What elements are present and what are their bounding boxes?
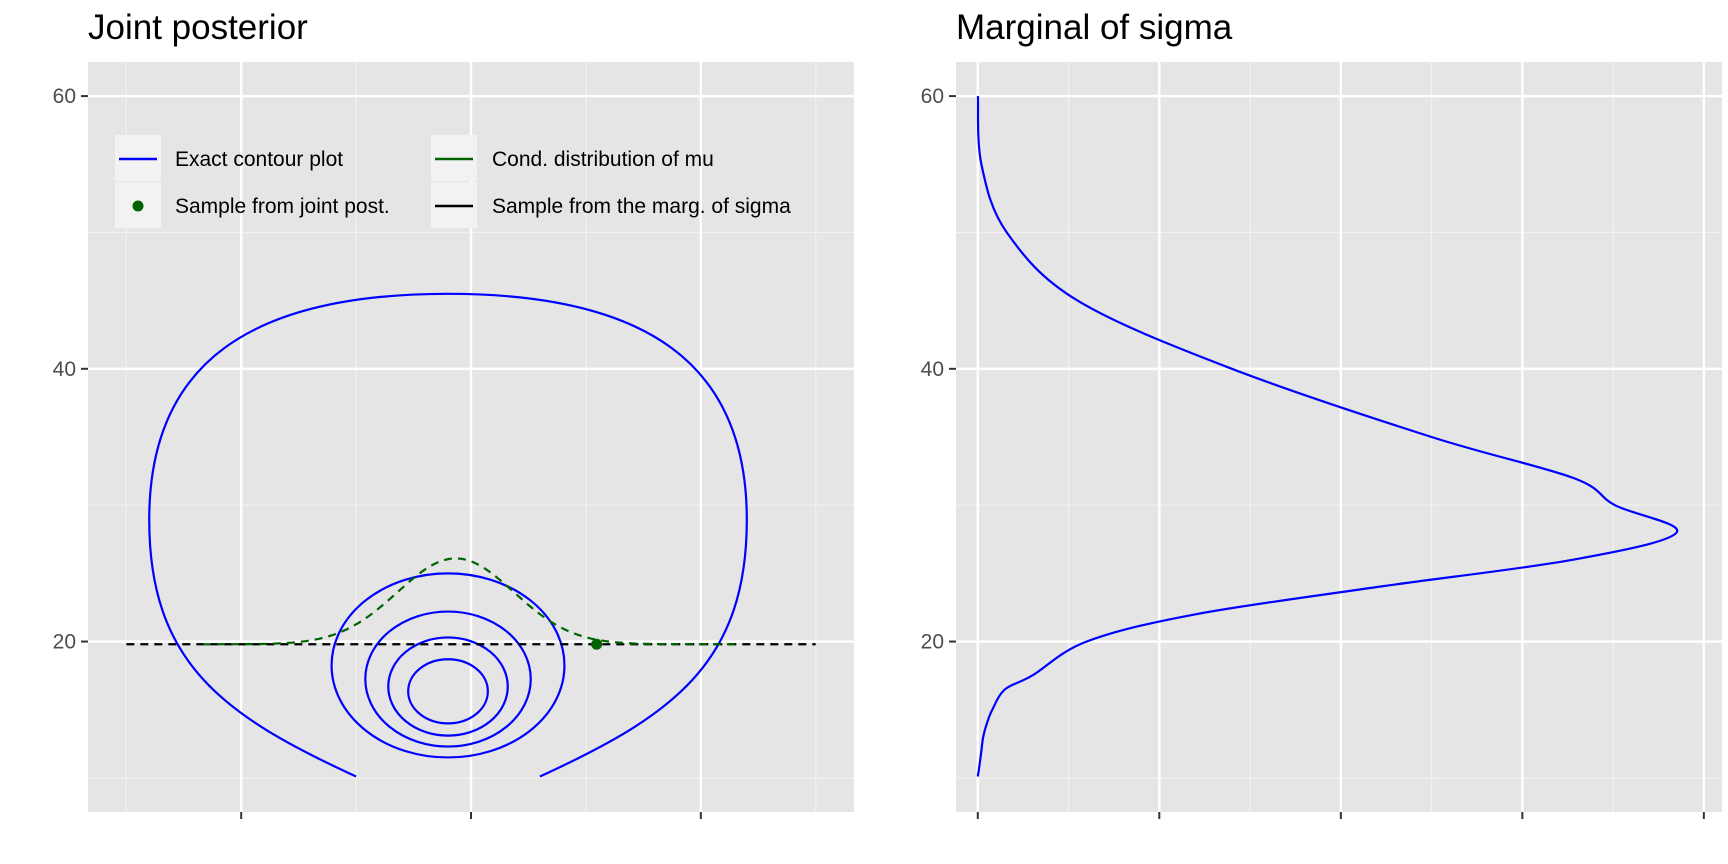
axes-joint: 20 40 60 bbox=[53, 85, 702, 819]
marks-joint bbox=[126, 292, 816, 778]
legend-label: Sample from the marg. of sigma bbox=[492, 195, 791, 218]
legend-joint: Exact contour plot Sample from joint post… bbox=[115, 135, 791, 228]
marks-marginal bbox=[976, 96, 1679, 777]
legend-key-point bbox=[132, 200, 144, 212]
joint-posterior-panel: Joint posterior 20 40 60 Exact contour plo… bbox=[53, 8, 854, 819]
axes-marginal: 20 40 60 bbox=[921, 85, 1705, 819]
joint-sample-point bbox=[591, 638, 603, 650]
conditional-density-curve bbox=[202, 557, 740, 646]
y-tick-label: 60 bbox=[921, 85, 944, 108]
y-tick-label: 20 bbox=[921, 631, 944, 654]
marginal-density-curve bbox=[976, 96, 1679, 777]
contour-line bbox=[407, 658, 489, 725]
contour-line bbox=[364, 610, 532, 748]
contour-line bbox=[387, 636, 509, 737]
grid-marginal bbox=[956, 62, 1722, 812]
y-tick-label: 40 bbox=[921, 358, 944, 381]
contour-line-outer bbox=[148, 292, 748, 778]
chart-title-joint: Joint posterior bbox=[88, 8, 308, 47]
chart-title-marginal: Marginal of sigma bbox=[956, 8, 1233, 47]
y-tick-label: 20 bbox=[53, 631, 76, 654]
plot-panel-marginal bbox=[956, 62, 1722, 812]
legend-label: Exact contour plot bbox=[175, 148, 343, 171]
legend-label: Sample from joint post. bbox=[175, 195, 390, 218]
marginal-sigma-panel: Marginal of sigma 20 40 60 bbox=[921, 8, 1722, 819]
legend-label: Cond. distribution of mu bbox=[492, 148, 714, 171]
contour-line bbox=[330, 572, 566, 759]
y-tick-label: 40 bbox=[53, 358, 76, 381]
y-tick-label: 60 bbox=[53, 85, 76, 108]
